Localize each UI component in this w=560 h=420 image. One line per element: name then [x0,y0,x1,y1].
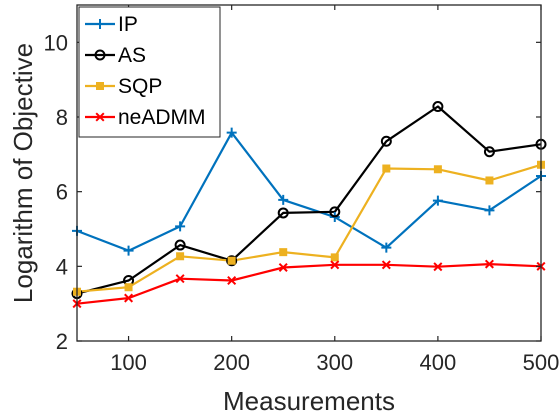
series-line-sqp [76,163,542,293]
data-point-sqp-450 [485,176,494,185]
legend-box [78,6,221,138]
y-axis-label: Logarithm of Objective [8,43,38,303]
data-point-ip-350 [381,242,392,253]
x-tick-label: 400 [420,350,457,375]
series-lines [76,105,542,305]
data-point-as-250 [277,207,289,219]
data-point-sqp-400 [433,165,442,174]
data-point-neadmm-400 [433,262,443,272]
legend-marker-as [94,49,106,61]
x-tick-label: 100 [110,350,147,375]
legend-marker-neadmm [95,112,105,122]
data-point-sqp-150 [176,252,185,261]
data-point-as-200 [226,255,238,267]
data-point-ip-400 [432,195,443,206]
data-point-neadmm-450 [484,259,494,269]
y-tick-label: 10 [44,30,68,55]
legend-label-ip: IP [118,13,138,36]
data-point-sqp-300 [330,253,339,262]
data-point-neadmm-250 [278,262,288,272]
data-point-as-400 [432,101,444,113]
legend-label-as: AS [118,44,146,67]
series-line-neadmm [76,263,542,305]
y-tick-label: 2 [56,329,68,354]
data-point-ip-150 [175,221,186,232]
data-point-neadmm-100 [124,293,134,303]
legend-marker-ip [95,19,105,29]
x-tick-label: 200 [213,350,250,375]
data-point-sqp-100 [124,283,133,292]
x-axis-label: Measurements [223,386,395,416]
legend-label-sqp: SQP [118,75,162,98]
data-point-ip-200 [226,127,237,138]
data-point-as-450 [483,146,495,158]
data-point-neadmm-350 [381,260,391,270]
x-axis-ticks: 100 200 300 400 500 [110,5,559,375]
data-point-as-150 [174,239,186,251]
legend-item-as: AS [85,44,146,67]
y-tick-label: 8 [56,105,68,130]
legend-item-ip: IP [85,13,138,36]
data-point-sqp-350 [382,164,391,173]
data-point-ip-250 [278,194,289,205]
y-tick-label: 4 [56,254,68,279]
y-axis-ticks: 2 4 6 8 10 [44,30,541,354]
legend: IP AS SQP neADMM [78,6,221,138]
legend-item-sqp: SQP [85,75,162,98]
data-point-neadmm-200 [227,276,237,286]
series-line-as [76,105,542,295]
data-point-sqp-250 [279,248,288,257]
data-point-neadmm-150 [175,274,185,284]
data-point-neadmm-300 [330,260,340,270]
data-point-ip-100 [123,245,134,256]
y-tick-label: 6 [56,180,68,205]
data-point-ip-450 [484,205,495,216]
axes-box [76,4,542,342]
series-line-ip [76,131,542,252]
data-point-as-300 [329,206,341,218]
legend-item-neadmm: neADMM [85,106,206,129]
data-point-sqp-200 [227,256,236,265]
data-point-as-350 [380,135,392,147]
legend-marker-sqp [96,82,104,90]
legend-label-neadmm: neADMM [118,106,206,129]
x-tick-label: 500 [523,350,560,375]
x-tick-label: 300 [316,350,353,375]
